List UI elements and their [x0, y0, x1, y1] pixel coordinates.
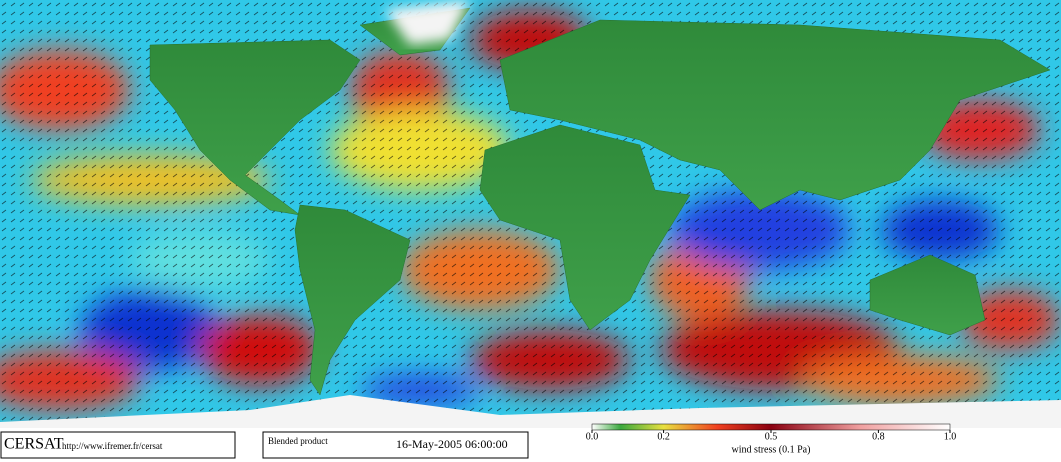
ice — [385, 0, 470, 45]
logo: CERSAT — [4, 436, 64, 453]
africa — [479, 124, 691, 331]
colorbar — [591, 423, 951, 431]
antarctica — [0, 395, 1061, 428]
colorbar-tick-label: 0.2 — [657, 431, 670, 442]
colorbar-tick-label: 0.0 — [586, 431, 599, 442]
map — [0, 0, 1061, 428]
colorbar-tick-label: 0.8 — [872, 431, 885, 442]
colorbar-tick-label: 1.0 — [944, 431, 957, 442]
datetime: 16-May-2005 06:00:00 — [396, 437, 508, 451]
product: Blended product — [268, 436, 328, 446]
australia — [869, 254, 986, 336]
colorbar-tick-label: 0.5 — [765, 431, 778, 442]
colorbar-title: wind stress (0.1 Pa) — [732, 444, 811, 455]
logo-box — [0, 431, 236, 459]
product-box — [262, 431, 529, 459]
eurasia — [499, 19, 1051, 211]
north-america — [149, 39, 361, 216]
continents — [149, 7, 1051, 396]
south-america — [294, 204, 411, 396]
url: http://www.ifremer.fr/cersat — [62, 441, 163, 451]
